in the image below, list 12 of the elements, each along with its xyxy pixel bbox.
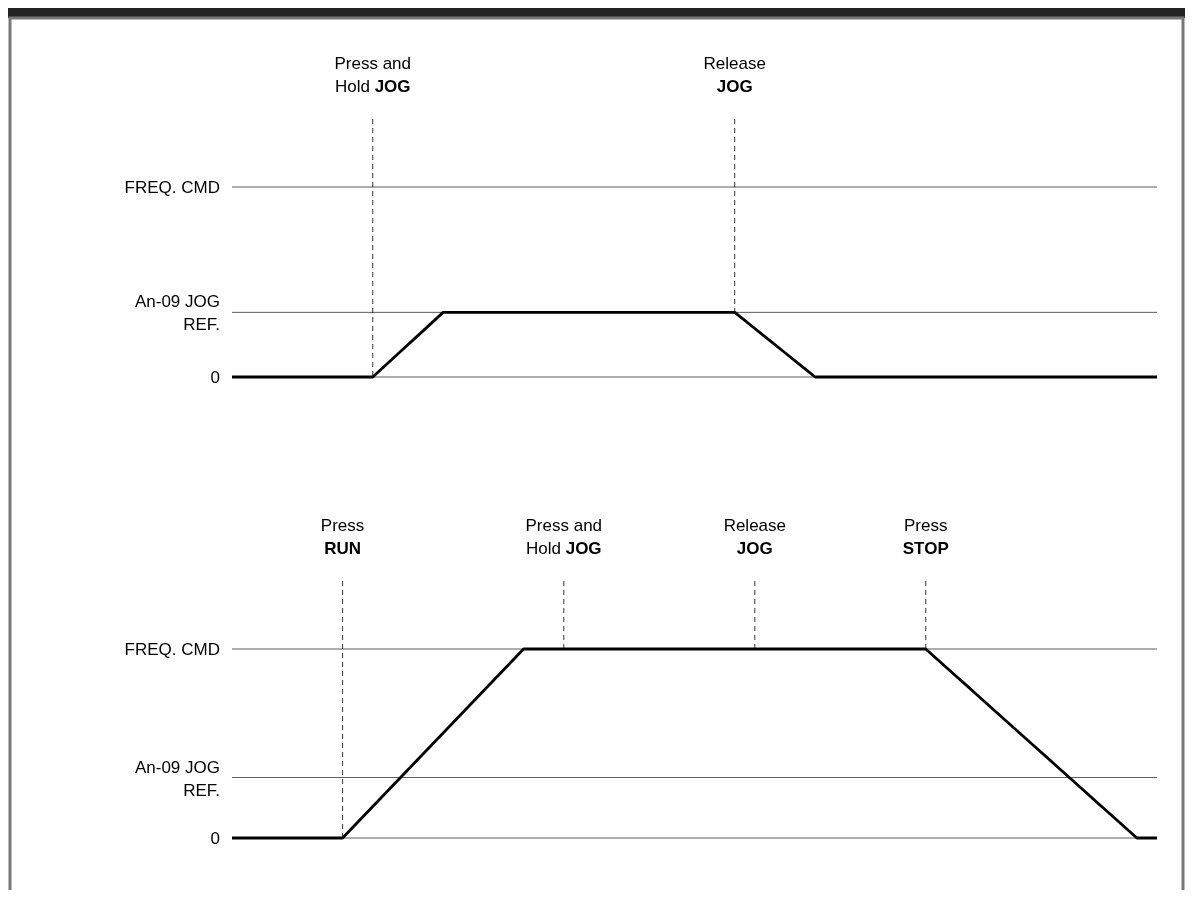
ref-line-label: 0 [210, 829, 220, 848]
x-tick-label: Release JOG [723, 516, 787, 558]
x-tick-label: Press RUN [320, 516, 365, 558]
ref-line-label: An-09 JOG REF. [134, 292, 220, 335]
ref-line-label: An-09 JOG REF. [134, 757, 220, 800]
x-tick-label: Press and Hold JOG [525, 516, 603, 558]
x-tick-label: Press STOP [902, 516, 949, 558]
ref-line-label: 0 [210, 368, 220, 387]
x-tick-label: Press and Hold JOG [334, 54, 412, 96]
ref-line-label: FREQ. CMD [124, 178, 220, 197]
ref-line-label: FREQ. CMD [124, 640, 220, 659]
x-tick-label: Release JOG [703, 54, 766, 96]
